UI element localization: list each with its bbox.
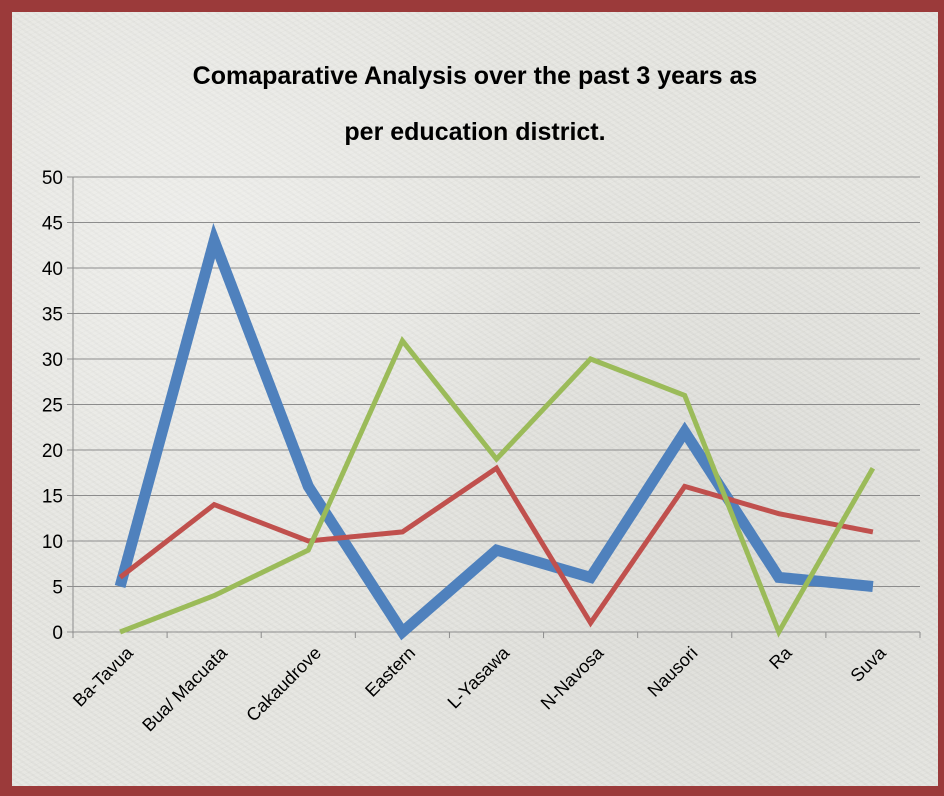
x-tick-label: Suva xyxy=(847,642,891,686)
y-tick-label: 20 xyxy=(42,441,63,462)
y-tick-label: 50 xyxy=(42,168,63,189)
chart-title: Comaparative Analysis over the past 3 ye… xyxy=(192,62,758,146)
x-tick-label: Nausori xyxy=(644,643,702,701)
x-tick-label: Bua/ Macuata xyxy=(138,642,231,735)
y-tick-label: 45 xyxy=(42,214,63,235)
x-tick-label: Eastern xyxy=(361,643,419,701)
y-tick-label: 15 xyxy=(42,487,63,508)
y-tick-label: 30 xyxy=(42,350,63,371)
chart-panel: Comaparative Analysis over the past 3 ye… xyxy=(12,12,938,786)
y-tick-label: 0 xyxy=(52,623,63,644)
y-tick-label: 40 xyxy=(42,259,63,280)
y-tick-label: 25 xyxy=(42,396,63,417)
x-tick-label: Ra xyxy=(765,642,796,673)
x-tick-label: Ba-Tavua xyxy=(69,642,138,711)
series-line-1 xyxy=(114,223,874,641)
x-tick-label: N-Navosa xyxy=(537,642,608,713)
x-tick-label: Cakaudrove xyxy=(242,643,325,726)
y-tick-label: 10 xyxy=(42,532,63,553)
y-tick-label: 35 xyxy=(42,305,63,326)
x-tick-label: L-Yasawa xyxy=(444,642,514,712)
series-line-3 xyxy=(119,336,876,638)
series-line-2 xyxy=(118,464,874,628)
y-tick-label: 5 xyxy=(52,578,63,599)
line-chart: 0 5 10 15 20 25 30 35 40 45 50 Ba-Tavua Bua/ Macuata… xyxy=(42,168,921,735)
